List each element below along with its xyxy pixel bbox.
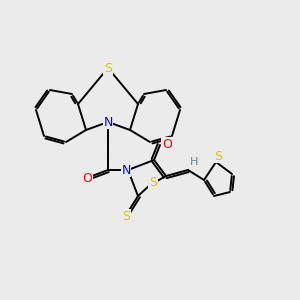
Text: S: S [104,61,112,74]
Text: O: O [82,172,92,184]
Text: N: N [121,164,131,176]
Text: S: S [122,209,130,223]
Text: O: O [162,137,172,151]
Text: N: N [103,116,113,128]
Text: H: H [190,157,198,167]
Text: S: S [214,149,222,163]
Text: S: S [149,176,157,190]
